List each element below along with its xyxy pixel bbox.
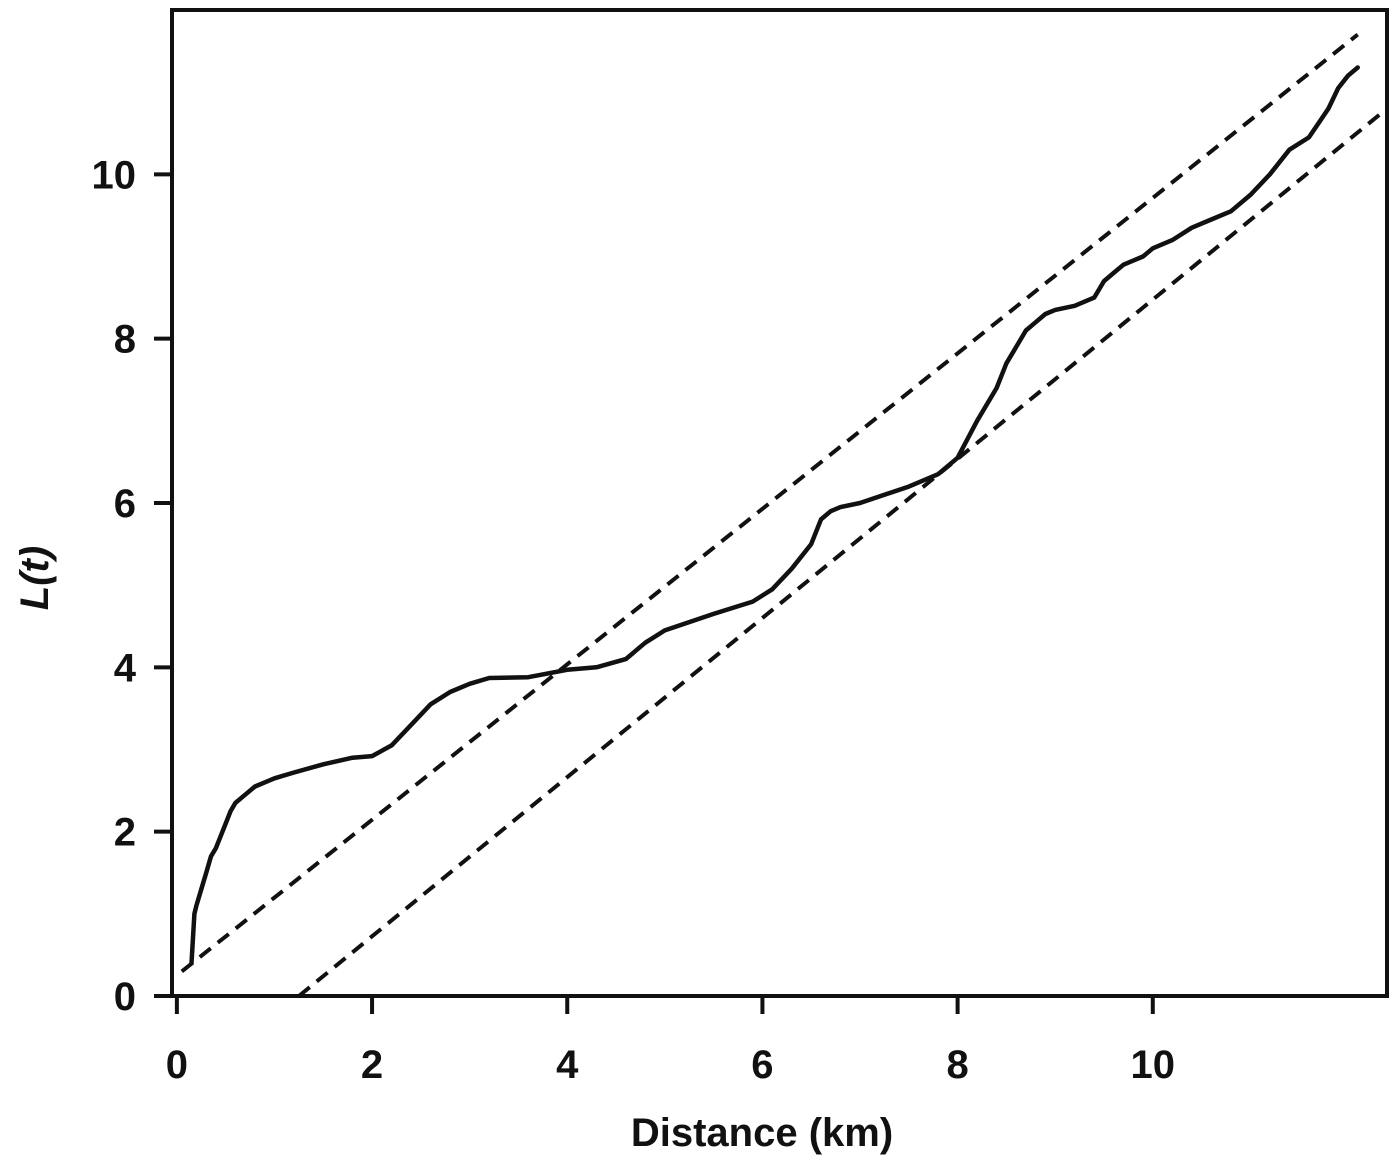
- y-tick-label: 4: [114, 646, 137, 690]
- envelope-dashed-line: [297, 107, 1389, 998]
- y-tick-label: 8: [114, 318, 136, 362]
- y-axis: 0 2 4 6 8 10: [92, 153, 172, 1019]
- plot-frame: [170, 8, 1389, 998]
- x-axis: 0 2 4 6 8 10: [166, 996, 1175, 1087]
- x-tick-label: 0: [166, 1043, 188, 1087]
- x-tick-label: 8: [946, 1043, 968, 1087]
- x-tick-label: 4: [556, 1043, 579, 1087]
- y-tick-label: 6: [114, 482, 136, 526]
- y-axis-title: L(t): [13, 546, 57, 610]
- x-tick-label: 2: [361, 1043, 383, 1087]
- x-tick-label: 10: [1131, 1043, 1176, 1087]
- y-tick-label: 0: [114, 975, 136, 1019]
- y-tick-label: 10: [92, 153, 137, 197]
- y-tick-label: 2: [114, 811, 136, 855]
- series-layer: [180, 33, 1389, 998]
- x-tick-label: 6: [751, 1043, 773, 1087]
- observed-line: [189, 65, 1360, 966]
- envelope-dashed-line: [180, 33, 1359, 973]
- x-axis-title: Distance (km): [631, 1111, 893, 1155]
